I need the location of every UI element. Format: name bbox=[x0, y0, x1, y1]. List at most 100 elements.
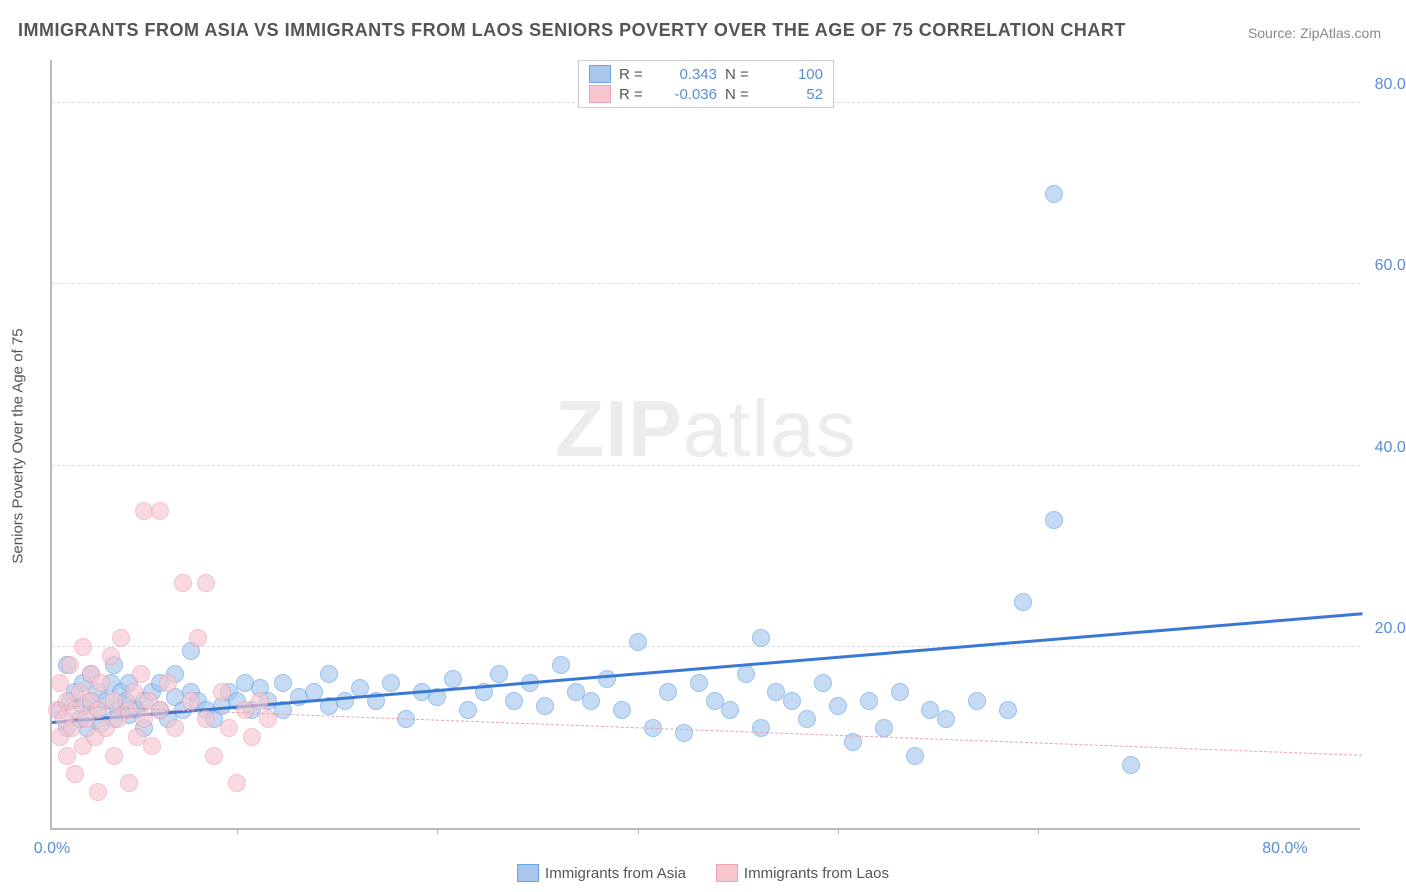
data-point bbox=[66, 765, 84, 783]
data-point bbox=[182, 692, 200, 710]
data-point bbox=[243, 728, 261, 746]
data-point bbox=[814, 674, 832, 692]
data-point bbox=[151, 502, 169, 520]
x-tick-mark bbox=[838, 828, 839, 834]
data-point bbox=[860, 692, 878, 710]
data-point bbox=[721, 701, 739, 719]
data-point bbox=[783, 692, 801, 710]
data-point bbox=[937, 710, 955, 728]
source-label: Source: ZipAtlas.com bbox=[1248, 25, 1381, 41]
data-point bbox=[598, 670, 616, 688]
r-value-asia: 0.343 bbox=[657, 66, 717, 83]
data-point bbox=[752, 629, 770, 647]
r-label: R = bbox=[619, 86, 649, 103]
legend-label-asia: Immigrants from Asia bbox=[545, 865, 686, 882]
data-point bbox=[174, 574, 192, 592]
data-point bbox=[120, 774, 138, 792]
data-point bbox=[613, 701, 631, 719]
watermark-light: atlas bbox=[683, 384, 857, 473]
data-point bbox=[159, 674, 177, 692]
data-point bbox=[1045, 511, 1063, 529]
legend-item-laos: Immigrants from Laos bbox=[716, 864, 889, 882]
stats-legend: R = 0.343 N = 100 R = -0.036 N = 52 bbox=[578, 60, 834, 108]
data-point bbox=[829, 697, 847, 715]
legend-label-laos: Immigrants from Laos bbox=[744, 865, 889, 882]
data-point bbox=[1014, 593, 1032, 611]
n-value-laos: 52 bbox=[763, 86, 823, 103]
data-point bbox=[382, 674, 400, 692]
watermark-bold: ZIP bbox=[555, 384, 682, 473]
data-point bbox=[102, 647, 120, 665]
data-point bbox=[143, 737, 161, 755]
data-point bbox=[74, 638, 92, 656]
data-point bbox=[320, 665, 338, 683]
data-point bbox=[690, 674, 708, 692]
data-point bbox=[582, 692, 600, 710]
data-point bbox=[891, 683, 909, 701]
r-value-laos: -0.036 bbox=[657, 86, 717, 103]
series-legend: Immigrants from Asia Immigrants from Lao… bbox=[517, 864, 889, 882]
swatch-laos bbox=[589, 85, 611, 103]
y-tick-label: 80.0% bbox=[1375, 76, 1406, 94]
legend-swatch-asia bbox=[517, 864, 539, 882]
data-point bbox=[629, 633, 647, 651]
data-point bbox=[51, 674, 69, 692]
data-point bbox=[228, 774, 246, 792]
data-point bbox=[92, 674, 110, 692]
n-label: N = bbox=[725, 86, 755, 103]
data-point bbox=[220, 719, 238, 737]
gridline bbox=[52, 646, 1360, 647]
data-point bbox=[552, 656, 570, 674]
stats-row-laos: R = -0.036 N = 52 bbox=[589, 85, 823, 103]
data-point bbox=[251, 692, 269, 710]
y-tick-label: 60.0% bbox=[1375, 257, 1406, 275]
data-point bbox=[906, 747, 924, 765]
data-point bbox=[737, 665, 755, 683]
x-tick-label: 80.0% bbox=[1262, 840, 1307, 858]
data-point bbox=[875, 719, 893, 737]
data-point bbox=[536, 697, 554, 715]
data-point bbox=[197, 710, 215, 728]
data-point bbox=[968, 692, 986, 710]
x-tick-mark bbox=[237, 828, 238, 834]
data-point bbox=[336, 692, 354, 710]
watermark: ZIPatlas bbox=[555, 383, 856, 475]
y-tick-label: 40.0% bbox=[1375, 439, 1406, 457]
data-point bbox=[999, 701, 1017, 719]
y-axis-label: Seniors Poverty Over the Age of 75 bbox=[10, 328, 27, 563]
data-point bbox=[459, 701, 477, 719]
data-point bbox=[197, 574, 215, 592]
x-tick-mark bbox=[638, 828, 639, 834]
x-tick-mark bbox=[437, 828, 438, 834]
swatch-asia bbox=[589, 65, 611, 83]
stats-row-asia: R = 0.343 N = 100 bbox=[589, 65, 823, 83]
plot-area: ZIPatlas R = 0.343 N = 100 R = -0.036 N … bbox=[50, 60, 1360, 830]
x-tick-label: 0.0% bbox=[34, 840, 70, 858]
n-label: N = bbox=[725, 66, 755, 83]
data-point bbox=[213, 683, 231, 701]
data-point bbox=[752, 719, 770, 737]
data-point bbox=[61, 656, 79, 674]
data-point bbox=[675, 724, 693, 742]
data-point bbox=[132, 665, 150, 683]
data-point bbox=[444, 670, 462, 688]
data-point bbox=[112, 629, 130, 647]
data-point bbox=[659, 683, 677, 701]
r-label: R = bbox=[619, 66, 649, 83]
gridline bbox=[52, 283, 1360, 284]
data-point bbox=[274, 674, 292, 692]
legend-item-asia: Immigrants from Asia bbox=[517, 864, 686, 882]
data-point bbox=[505, 692, 523, 710]
data-point bbox=[189, 629, 207, 647]
data-point bbox=[105, 747, 123, 765]
data-point bbox=[1045, 185, 1063, 203]
x-tick-mark bbox=[1038, 828, 1039, 834]
data-point bbox=[1122, 756, 1140, 774]
data-point bbox=[166, 719, 184, 737]
chart-title: IMMIGRANTS FROM ASIA VS IMMIGRANTS FROM … bbox=[18, 20, 1126, 41]
gridline bbox=[52, 465, 1360, 466]
data-point bbox=[89, 783, 107, 801]
data-point bbox=[798, 710, 816, 728]
y-tick-label: 20.0% bbox=[1375, 620, 1406, 638]
data-point bbox=[205, 747, 223, 765]
